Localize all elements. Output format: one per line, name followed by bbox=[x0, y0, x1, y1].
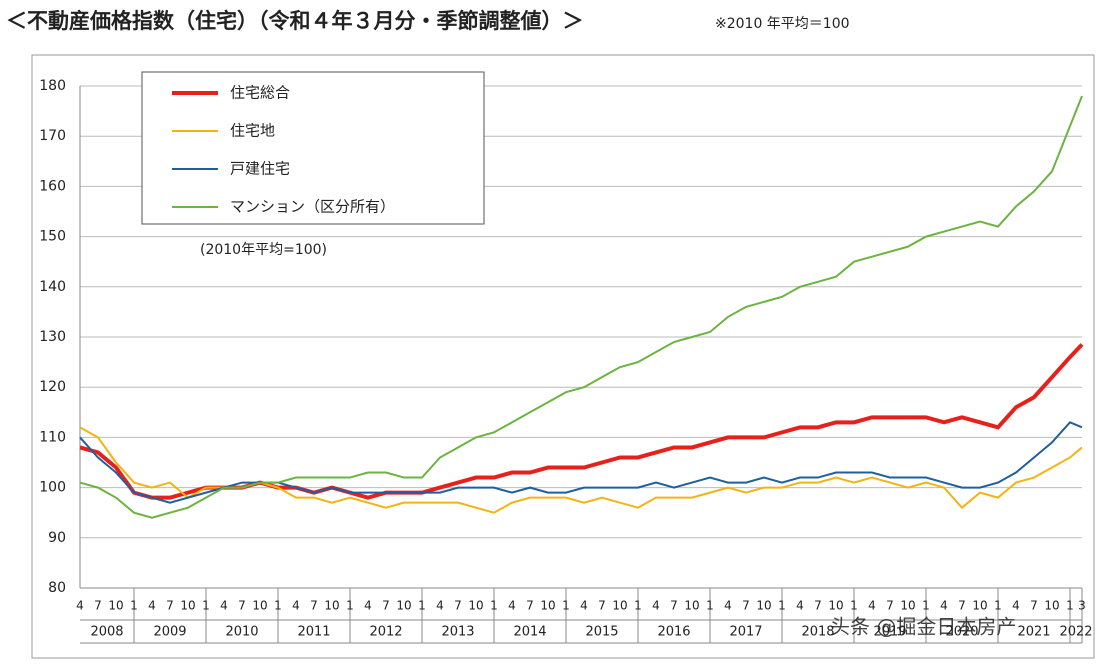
legend-label: 住宅地 bbox=[230, 122, 275, 140]
x-month-label: 1 bbox=[130, 599, 138, 613]
chart-title: ＜不動産価格指数（住宅）（令和４年３月分・季節調整値）＞ bbox=[6, 9, 584, 33]
y-tick-label: 80 bbox=[48, 580, 66, 596]
legend-label: 住宅総合 bbox=[230, 84, 290, 102]
x-year-label: 2011 bbox=[297, 625, 330, 640]
x-month-label: 1 bbox=[202, 599, 210, 613]
series-line bbox=[79, 343, 1084, 500]
x-month-label: 10 bbox=[684, 599, 699, 613]
series-line bbox=[79, 421, 1083, 504]
x-month-label: 4 bbox=[220, 599, 228, 613]
x-month-label: 10 bbox=[756, 599, 771, 613]
x-year-label: 2015 bbox=[585, 625, 618, 640]
series-line bbox=[79, 426, 1083, 514]
x-month-label: 7 bbox=[166, 599, 174, 613]
x-month-label: 10 bbox=[468, 599, 483, 613]
x-year-label: 2016 bbox=[657, 625, 690, 640]
x-month-label: 7 bbox=[454, 599, 462, 613]
x-month-label: 1 bbox=[994, 599, 1002, 613]
x-month-label: 10 bbox=[972, 599, 987, 613]
x-month-label: 7 bbox=[1030, 599, 1038, 613]
x-month-label: 10 bbox=[180, 599, 195, 613]
x-month-label: 10 bbox=[612, 599, 627, 613]
y-tick-label: 160 bbox=[39, 178, 66, 194]
x-year-label: 2010 bbox=[225, 625, 258, 640]
x-month-label: 4 bbox=[508, 599, 516, 613]
x-month-label: 4 bbox=[940, 599, 948, 613]
x-month-label: 7 bbox=[310, 599, 318, 613]
x-month-label: 1 bbox=[706, 599, 714, 613]
x-month-label: 7 bbox=[742, 599, 750, 613]
x-month-label: 4 bbox=[76, 599, 84, 613]
x-month-label: 1 bbox=[490, 599, 498, 613]
x-month-label: 7 bbox=[94, 599, 102, 613]
x-month-label: 7 bbox=[526, 599, 534, 613]
x-month-label: 1 bbox=[850, 599, 858, 613]
x-month-label: 7 bbox=[886, 599, 894, 613]
x-year-label: 2017 bbox=[729, 625, 762, 640]
x-month-label: 10 bbox=[324, 599, 339, 613]
x-month-label: 7 bbox=[382, 599, 390, 613]
y-tick-label: 100 bbox=[39, 480, 66, 496]
y-tick-label: 90 bbox=[48, 530, 66, 546]
x-month-label: 1 bbox=[346, 599, 354, 613]
x-month-label: 1 bbox=[634, 599, 642, 613]
x-year-label: 2008 bbox=[90, 625, 123, 640]
x-year-label: 2012 bbox=[369, 625, 402, 640]
x-month-label: 4 bbox=[436, 599, 444, 613]
y-tick-label: 120 bbox=[39, 379, 66, 395]
x-year-label: 2014 bbox=[513, 625, 546, 640]
x-month-label: 1 bbox=[418, 599, 426, 613]
x-month-label: 4 bbox=[580, 599, 588, 613]
x-year-label: 2019 bbox=[873, 625, 906, 640]
series-line bbox=[79, 95, 1083, 519]
x-year-label: 2013 bbox=[441, 625, 474, 640]
x-month-label: 1 bbox=[1066, 599, 1074, 613]
annotation: (2010年平均=100) bbox=[200, 242, 327, 258]
y-tick-label: 170 bbox=[39, 128, 66, 144]
legend-label: 戸建住宅 bbox=[230, 160, 290, 178]
chart-frame bbox=[31, 54, 1095, 659]
subtitle: ※2010 年平均＝100 bbox=[715, 16, 850, 32]
x-month-label: 4 bbox=[1012, 599, 1020, 613]
y-tick-label: 140 bbox=[39, 279, 66, 295]
y-tick-label: 150 bbox=[39, 229, 66, 245]
x-month-label: 7 bbox=[814, 599, 822, 613]
x-month-label: 7 bbox=[598, 599, 606, 613]
x-month-label: 10 bbox=[540, 599, 555, 613]
x-month-label: 7 bbox=[238, 599, 246, 613]
watermark: 头条 @掘金日本房产 bbox=[830, 615, 1016, 639]
x-month-label: 1 bbox=[922, 599, 930, 613]
x-month-label: 4 bbox=[364, 599, 372, 613]
x-month-label: 4 bbox=[148, 599, 156, 613]
x-month-label: 10 bbox=[252, 599, 267, 613]
x-year-label: 2022 bbox=[1059, 625, 1092, 640]
x-month-label: 4 bbox=[796, 599, 804, 613]
x-month-label: 4 bbox=[292, 599, 300, 613]
x-month-label: 4 bbox=[652, 599, 660, 613]
x-month-label: 10 bbox=[396, 599, 411, 613]
x-month-label: 1 bbox=[274, 599, 282, 613]
x-month-label: 7 bbox=[670, 599, 678, 613]
x-month-label: 4 bbox=[868, 599, 876, 613]
legend-box bbox=[141, 71, 485, 225]
x-month-label: 10 bbox=[108, 599, 123, 613]
x-month-label: 4 bbox=[724, 599, 732, 613]
x-year-label: 2009 bbox=[153, 625, 186, 640]
x-month-label: 3 bbox=[1078, 599, 1086, 613]
x-year-label: 2018 bbox=[801, 625, 834, 640]
legend-label: マンション（区分所有） bbox=[230, 198, 395, 216]
x-month-label: 10 bbox=[1044, 599, 1059, 613]
x-year-label: 2021 bbox=[1017, 625, 1050, 640]
y-tick-label: 180 bbox=[39, 78, 66, 94]
y-tick-label: 130 bbox=[39, 329, 66, 345]
x-month-label: 10 bbox=[900, 599, 915, 613]
x-month-label: 10 bbox=[828, 599, 843, 613]
y-tick-label: 110 bbox=[39, 429, 66, 445]
x-month-label: 1 bbox=[778, 599, 786, 613]
x-year-label: 2020 bbox=[945, 625, 978, 640]
x-month-label: 1 bbox=[562, 599, 570, 613]
x-month-label: 7 bbox=[958, 599, 966, 613]
